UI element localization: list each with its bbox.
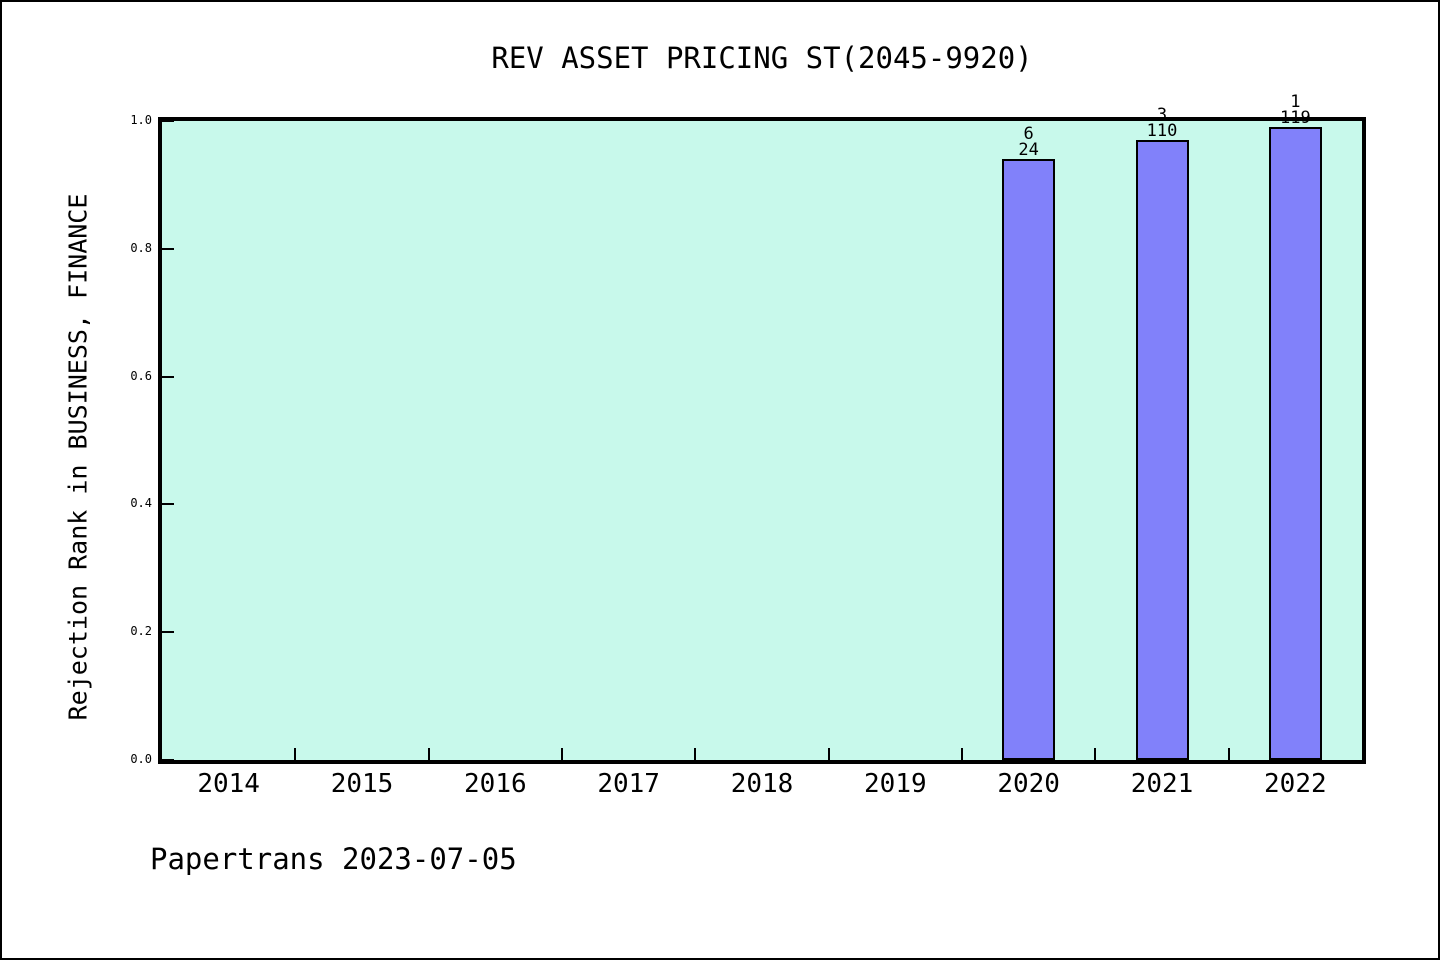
bar-total-label: 24 <box>1018 140 1039 161</box>
y-tick-label: 0.6 <box>130 368 152 383</box>
bar-rank-label: 6 <box>1023 124 1034 145</box>
y-tick-mark <box>162 120 174 122</box>
x-tick-label: 2022 <box>1264 769 1327 799</box>
plot-area: 6 24 3 110 1 119 <box>158 94 1366 764</box>
y-tick-label: 0.0 <box>130 752 152 766</box>
bar-2020 <box>1002 159 1056 760</box>
bar-rank-label: 3 <box>1156 105 1168 126</box>
y-tick-label: 0.2 <box>130 624 152 639</box>
y-tick-mark <box>162 375 174 378</box>
x-tick-label: 2016 <box>464 769 527 799</box>
bar-annotation: 1 119 <box>1250 92 1340 129</box>
bar-total-label: 110 <box>1146 121 1178 142</box>
bar-total-label: 119 <box>1279 108 1311 129</box>
x-tick-label: 2014 <box>197 769 260 799</box>
y-tick-label: 1.0 <box>130 113 152 127</box>
x-tick-mark <box>294 748 297 760</box>
x-tick-label: 2019 <box>864 769 927 799</box>
x-tick-label: 2018 <box>730 769 794 799</box>
bar-annotation: 6 24 <box>984 124 1074 161</box>
x-tick-mark <box>561 748 563 760</box>
x-tick-mark <box>694 748 697 760</box>
bar-rank-label: 1 <box>1290 92 1301 113</box>
bar-2022 <box>1268 127 1322 760</box>
x-tick-mark <box>1227 748 1230 760</box>
y-tick-mark <box>162 247 174 250</box>
x-tick-mark <box>827 748 830 760</box>
plot-inner: 6 24 3 110 1 119 <box>162 94 1362 761</box>
x-tick-label: 2020 <box>997 769 1060 799</box>
y-tick-mark <box>162 631 174 634</box>
bar-annotation: 3 110 <box>1117 105 1207 142</box>
x-tick-label: 2015 <box>330 769 394 799</box>
chart-title: REV ASSET PRICING ST(2045-9920) <box>491 41 1033 75</box>
x-tick-mark <box>1094 748 1097 760</box>
y-axis-label: Rejection Rank in BUSINESS, FINANCE <box>63 193 93 721</box>
y-tick-label: 0.4 <box>130 496 152 511</box>
y-tick-label: 0.8 <box>130 240 152 255</box>
x-tick-label: 2017 <box>597 769 660 799</box>
watermark-text: Papertrans 2023-07-05 <box>150 842 517 876</box>
bar-2021 <box>1135 140 1189 760</box>
y-tick-mark <box>162 759 174 761</box>
x-tick-mark <box>427 748 430 760</box>
x-tick-mark <box>961 748 963 760</box>
y-tick-mark <box>162 503 174 506</box>
x-tick-label: 2021 <box>1130 769 1194 799</box>
